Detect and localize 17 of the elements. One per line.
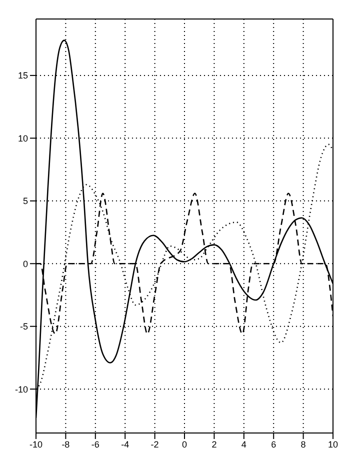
x-tick-label: -6 <box>91 439 100 450</box>
x-tick-label: 10 <box>328 439 338 450</box>
y-tick-label: 10 <box>18 133 28 144</box>
x-tick-label: 6 <box>271 439 276 450</box>
y-tick-label: -10 <box>14 384 28 394</box>
y-tick-label: 0 <box>22 258 28 269</box>
x-tick-label: 0 <box>182 439 188 450</box>
x-tick-label: 2 <box>212 439 217 450</box>
x-tick-label: -10 <box>29 439 43 450</box>
x-tick-label: -8 <box>62 439 70 450</box>
x-tick-label: -4 <box>121 439 130 450</box>
y-tick-label: -5 <box>20 322 28 332</box>
y-tick-label: 15 <box>18 70 28 81</box>
x-tick-label: 8 <box>300 439 306 450</box>
x-tick-label: 4 <box>241 439 246 450</box>
x-tick-label: -2 <box>150 439 159 450</box>
y-tick-label: 5 <box>22 196 28 206</box>
